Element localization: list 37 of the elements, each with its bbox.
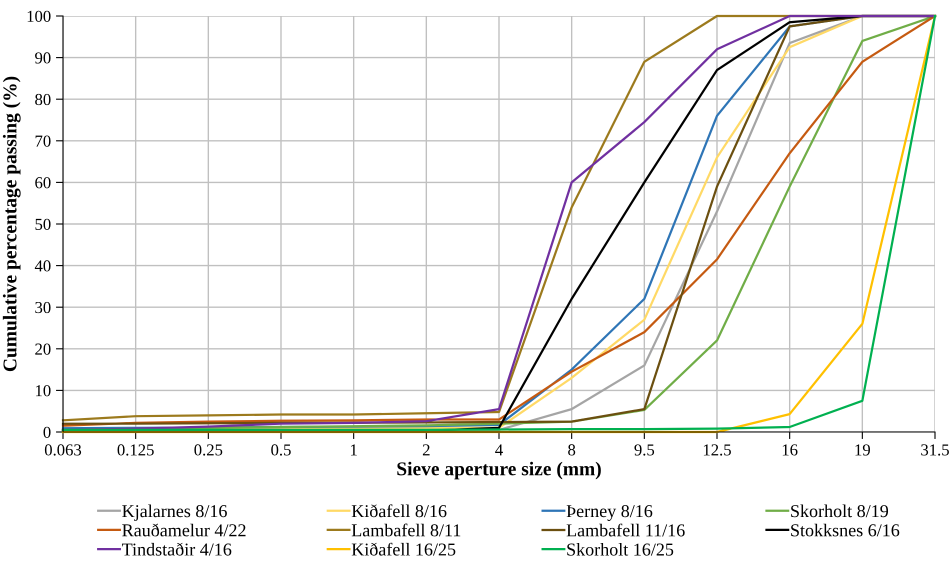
legend-label: Kjalarnes 8/16	[122, 504, 227, 521]
x-tick-label: 0.125	[118, 444, 154, 456]
x-tick-label: 12.5	[704, 444, 731, 456]
legend-label: Skorholt 16/25	[567, 542, 674, 556]
legend-label: Skorholt 8/19	[791, 504, 888, 518]
legend-label: Lambafell 8/11	[352, 524, 460, 536]
y-tick-label: 90	[35, 52, 51, 64]
x-tick-label: 16	[782, 444, 798, 456]
x-tick-label: 31.5	[921, 444, 949, 456]
x-tick-label: 2	[422, 444, 430, 456]
y-tick-label: 20	[35, 344, 51, 355]
y-tick-label: 60	[35, 177, 51, 188]
legend-label: Þerney 8/16	[566, 505, 652, 521]
y-tick-label: 40	[34, 260, 51, 272]
y-tick-label: 30	[35, 302, 51, 314]
y-tick-label: 80	[35, 94, 51, 106]
legend-label: Kiðafell 8/16	[352, 504, 446, 518]
x-axis-title: Sieve aperture size (mm)	[397, 462, 601, 480]
y-tick-label: 0	[43, 426, 51, 438]
x-tick-label: 4	[495, 444, 503, 456]
legend-label: Tindstaðir 4/16	[122, 542, 232, 556]
x-tick-label: 1	[350, 444, 357, 456]
x-tick-label: 9.5	[634, 444, 654, 456]
x-tick-label: 8	[568, 444, 576, 456]
legend-label: Lambafell 11/16	[566, 524, 685, 536]
y-tick-label: 10	[36, 385, 51, 396]
y-tick-label: 70	[36, 136, 51, 147]
x-tick-label: 0.063	[44, 444, 82, 456]
legend-label: Kiðafell 16/25	[352, 542, 456, 556]
legend-label: Rauðamelur 4/22	[122, 524, 246, 536]
x-tick-label: 0.5	[271, 444, 291, 456]
y-axis-title: Cumulative percentage passing (%)	[2, 76, 21, 372]
x-tick-label: 19	[855, 444, 870, 456]
y-tick-label: 100	[28, 10, 51, 22]
legend-label: Stokksnes 6/16	[791, 524, 900, 536]
x-tick-label: 0.25	[194, 444, 222, 456]
y-tick-label: 50	[35, 218, 51, 230]
